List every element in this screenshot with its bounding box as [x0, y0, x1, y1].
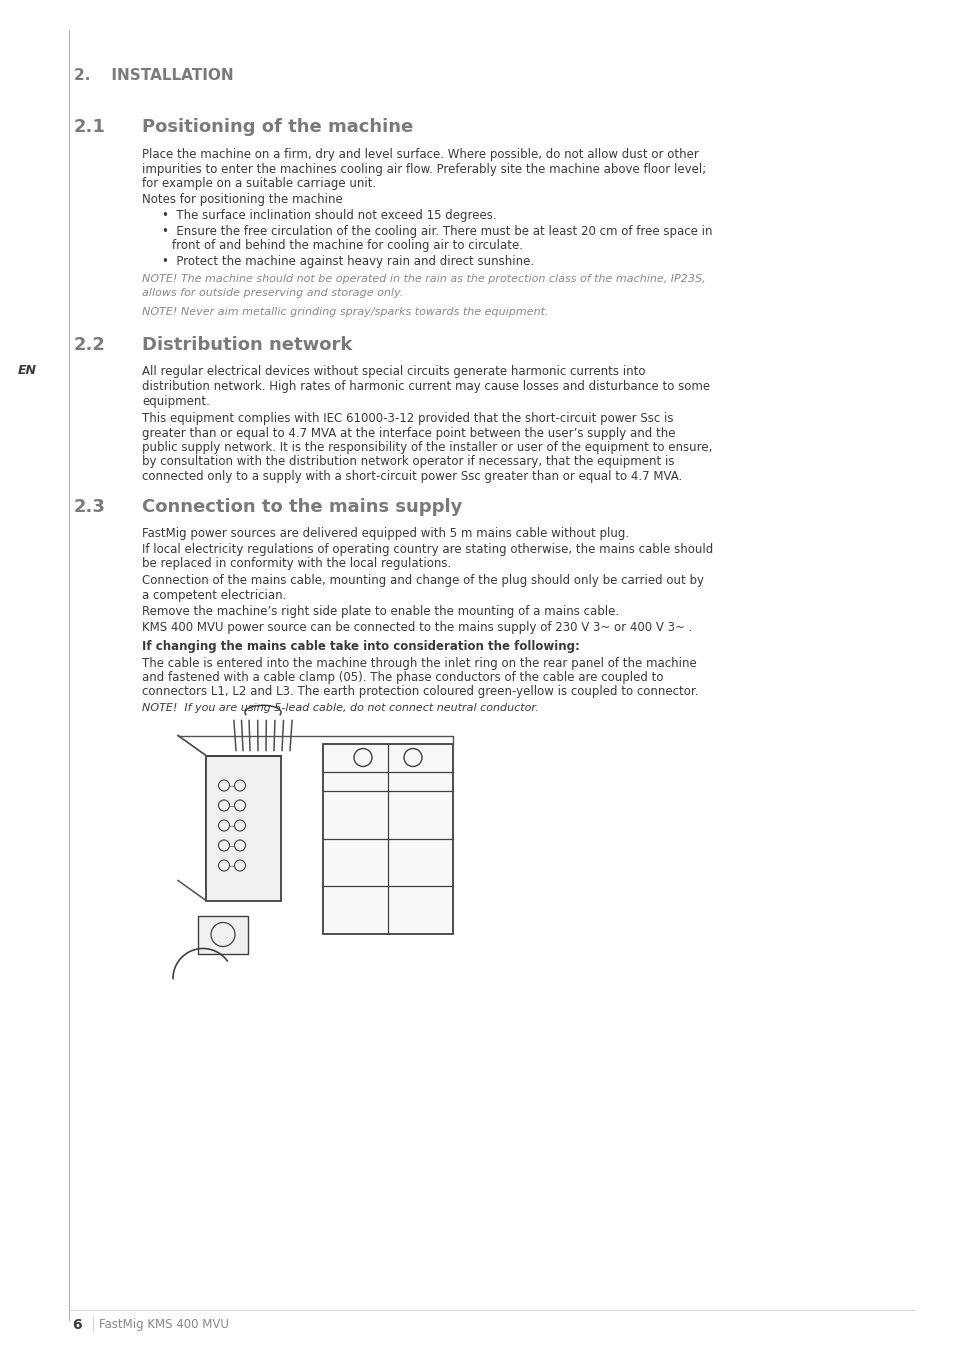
Text: public supply network. It is the responsibility of the installer or user of the : public supply network. It is the respons… [142, 441, 712, 454]
Text: distribution network. High rates of harmonic current may cause losses and distur: distribution network. High rates of harm… [142, 379, 709, 393]
Text: 2.1: 2.1 [74, 117, 106, 136]
Text: Connection to the mains supply: Connection to the mains supply [142, 498, 462, 517]
Text: connectors L1, L2 and L3. The earth protection coloured green-yellow is coupled : connectors L1, L2 and L3. The earth prot… [142, 686, 698, 698]
Text: Positioning of the machine: Positioning of the machine [142, 117, 413, 136]
Text: allows for outside preserving and storage only.: allows for outside preserving and storag… [142, 289, 403, 298]
Text: a competent electrician.: a competent electrician. [142, 589, 286, 602]
Text: and fastened with a cable clamp (05). The phase conductors of the cable are coup: and fastened with a cable clamp (05). Th… [142, 671, 662, 684]
Bar [323, 744, 453, 933]
Text: Place the machine on a firm, dry and level surface. Where possible, do not allow: Place the machine on a firm, dry and lev… [142, 148, 699, 161]
Text: 2.2: 2.2 [74, 336, 106, 354]
Text: greater than or equal to 4.7 MVA at the interface point between the user’s suppl: greater than or equal to 4.7 MVA at the … [142, 427, 675, 440]
Text: If changing the mains cable take into consideration the following:: If changing the mains cable take into co… [142, 640, 579, 653]
Text: •  Protect the machine against heavy rain and direct sunshine.: • Protect the machine against heavy rain… [162, 255, 534, 267]
Text: KMS 400 MVU power source can be connected to the mains supply of 230 V 3~ or 400: KMS 400 MVU power source can be connecte… [142, 621, 692, 634]
Text: FastMig KMS 400 MVU: FastMig KMS 400 MVU [99, 1318, 229, 1331]
Text: impurities to enter the machines cooling air flow. Preferably site the machine a: impurities to enter the machines cooling… [142, 162, 705, 176]
Text: Distribution network: Distribution network [142, 336, 352, 354]
Text: •  Ensure the free circulation of the cooling air. There must be at least 20 cm : • Ensure the free circulation of the coo… [162, 224, 712, 238]
Text: FastMig power sources are delivered equipped with 5 m mains cable without plug.: FastMig power sources are delivered equi… [142, 526, 628, 540]
Text: Remove the machine’s right side plate to enable the mounting of a mains cable.: Remove the machine’s right side plate to… [142, 605, 618, 618]
Text: front of and behind the machine for cooling air to circulate.: front of and behind the machine for cool… [172, 239, 522, 252]
Text: 2.    INSTALLATION: 2. INSTALLATION [74, 68, 233, 82]
Text: 2.3: 2.3 [74, 498, 106, 517]
Text: The cable is entered into the machine through the inlet ring on the rear panel o: The cable is entered into the machine th… [142, 656, 696, 670]
Text: If local electricity regulations of operating country are stating otherwise, the: If local electricity regulations of oper… [142, 543, 713, 556]
Text: connected only to a supply with a short-circuit power Ssc greater than or equal : connected only to a supply with a short-… [142, 470, 681, 483]
Text: Notes for positioning the machine: Notes for positioning the machine [142, 193, 342, 207]
Text: NOTE! Never aim metallic grinding spray/sparks towards the equipment.: NOTE! Never aim metallic grinding spray/… [142, 306, 548, 317]
Text: EN: EN [18, 363, 37, 377]
Text: by consultation with the distribution network operator if necessary, that the eq: by consultation with the distribution ne… [142, 455, 674, 468]
Text: •  The surface inclination should not exceed 15 degrees.: • The surface inclination should not exc… [162, 209, 497, 221]
Text: NOTE!  If you are using 5-lead cable, do not connect neutral conductor.: NOTE! If you are using 5-lead cable, do … [142, 703, 537, 713]
Text: be replaced in conformity with the local regulations.: be replaced in conformity with the local… [142, 558, 451, 571]
Text: All regular electrical devices without special circuits generate harmonic curren: All regular electrical devices without s… [142, 366, 645, 378]
Text: Connection of the mains cable, mounting and change of the plug should only be ca: Connection of the mains cable, mounting … [142, 574, 703, 587]
Bar [198, 915, 248, 953]
Text: for example on a suitable carriage unit.: for example on a suitable carriage unit. [142, 177, 375, 190]
Text: equipment.: equipment. [142, 394, 210, 408]
Text: 6: 6 [71, 1318, 82, 1332]
Text: This equipment complies with IEC 61000-3-12 provided that the short-circuit powe: This equipment complies with IEC 61000-3… [142, 412, 673, 425]
Bar [206, 756, 281, 900]
Text: NOTE! The machine should not be operated in the rain as the protection class of : NOTE! The machine should not be operated… [142, 274, 705, 284]
